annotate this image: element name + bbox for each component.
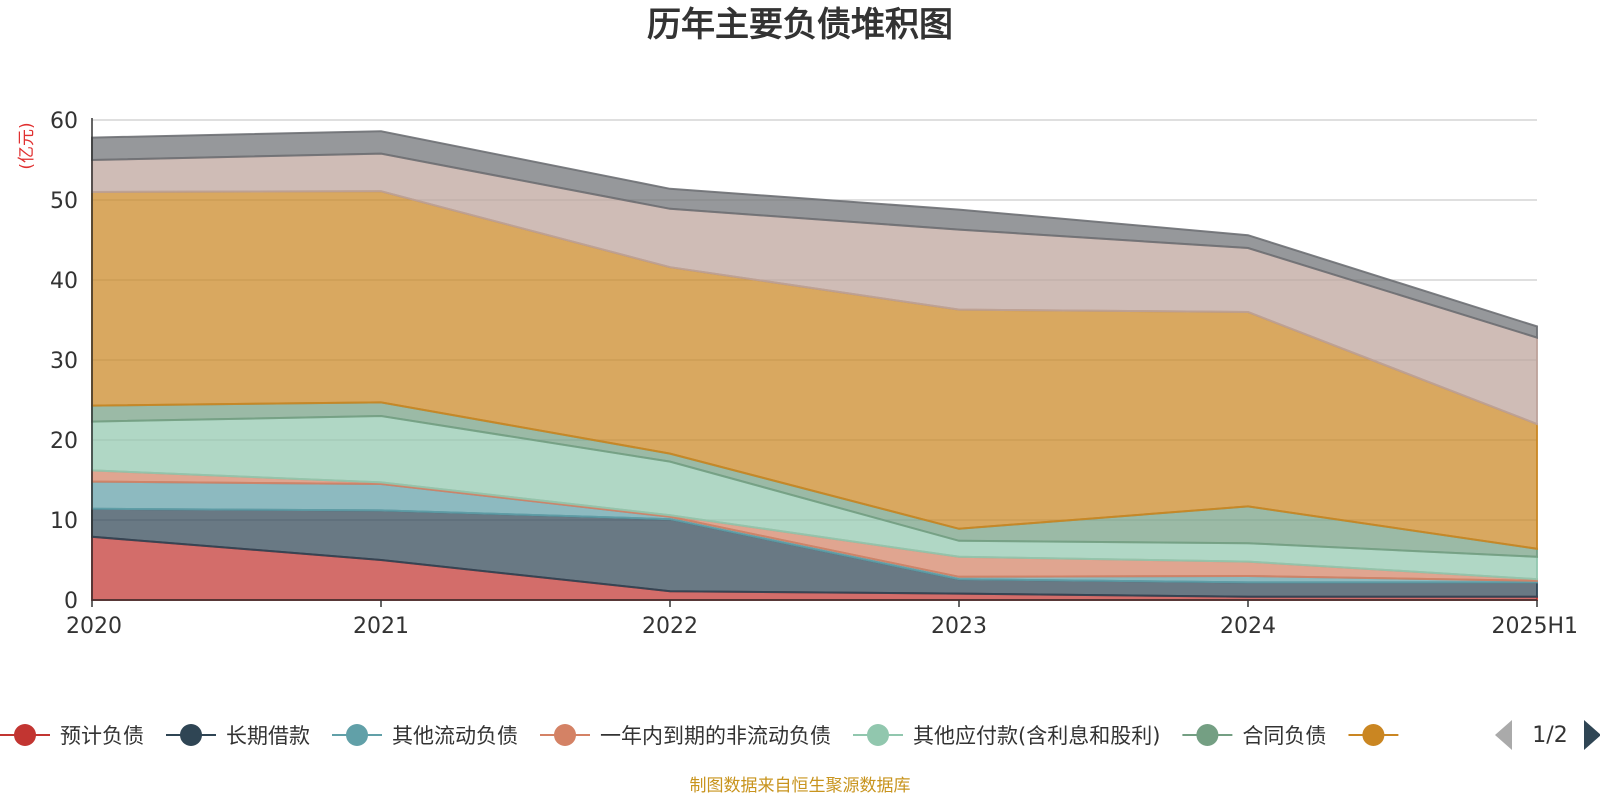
y-tick-label: 30 bbox=[50, 349, 78, 374]
axes bbox=[91, 118, 1538, 607]
legend-circle-marker bbox=[180, 724, 202, 746]
legend-circle-marker bbox=[867, 724, 889, 746]
area-series-9 bbox=[91, 130, 1538, 339]
legend-circle-marker bbox=[14, 724, 36, 746]
legend-item[interactable]: 预计负债 bbox=[0, 724, 144, 748]
legend: 预计负债 长期借款 其他流动负债 一年内到期的非流动负债 其他应付款(含利息和股利) 合同… bbox=[0, 724, 1399, 748]
legend-label: 预计负债 bbox=[60, 724, 144, 748]
legend-item[interactable]: 其他流动负债 bbox=[332, 724, 518, 748]
legend-label: 其他流动负债 bbox=[392, 724, 518, 748]
x-tick-label: 2025H1 bbox=[1491, 614, 1578, 639]
x-tick-label: 2022 bbox=[642, 614, 698, 639]
y-tick-label: 60 bbox=[50, 109, 78, 134]
legend-circle-marker bbox=[554, 724, 576, 746]
legend-pager: 1/2 bbox=[1495, 720, 1600, 750]
legend-item-partial[interactable] bbox=[1348, 724, 1399, 746]
y-tick-label: 0 bbox=[64, 589, 78, 614]
legend-page-indicator: 1/2 bbox=[1532, 723, 1567, 748]
y-tick-label: 50 bbox=[50, 189, 78, 214]
legend-label: 其他应付款(含利息和股利) bbox=[913, 724, 1160, 748]
legend-item[interactable]: 其他应付款(含利息和股利) bbox=[853, 724, 1160, 748]
legend-next-page-icon[interactable] bbox=[1584, 720, 1600, 750]
legend-item[interactable]: 一年内到期的非流动负债 bbox=[540, 724, 831, 748]
x-tick-label: 2024 bbox=[1220, 614, 1276, 639]
area-series-group bbox=[91, 130, 1538, 601]
x-tick-label: 2020 bbox=[66, 614, 122, 639]
legend-item[interactable]: 合同负债 bbox=[1182, 724, 1326, 748]
legend-circle-marker bbox=[1362, 724, 1385, 746]
legend-circle-marker bbox=[346, 724, 368, 746]
data-source-footer: 制图数据来自恒生聚源数据库 bbox=[690, 776, 911, 796]
y-tick-label: 10 bbox=[50, 509, 78, 534]
legend-prev-page-icon[interactable] bbox=[1495, 720, 1512, 750]
legend-label: 合同负债 bbox=[1242, 724, 1326, 748]
x-tick-label: 2023 bbox=[931, 614, 987, 639]
y-tick-label: 40 bbox=[50, 269, 78, 294]
y-tick-labels: 0 10 20 30 40 50 60 bbox=[50, 109, 78, 614]
legend-circle-marker bbox=[1196, 724, 1219, 746]
x-tick-labels: 2020 2021 2022 2023 2024 2025H1 bbox=[66, 614, 1578, 639]
legend-item[interactable]: 长期借款 bbox=[166, 724, 310, 748]
legend-label: 长期借款 bbox=[226, 724, 310, 748]
chart-title: 历年主要负债堆积图 bbox=[647, 5, 953, 45]
y-axis-unit-label: (亿元) bbox=[17, 122, 37, 169]
y-tick-label: 20 bbox=[50, 429, 78, 454]
x-tick-label: 2021 bbox=[353, 614, 409, 639]
legend-label: 一年内到期的非流动负债 bbox=[600, 724, 831, 748]
